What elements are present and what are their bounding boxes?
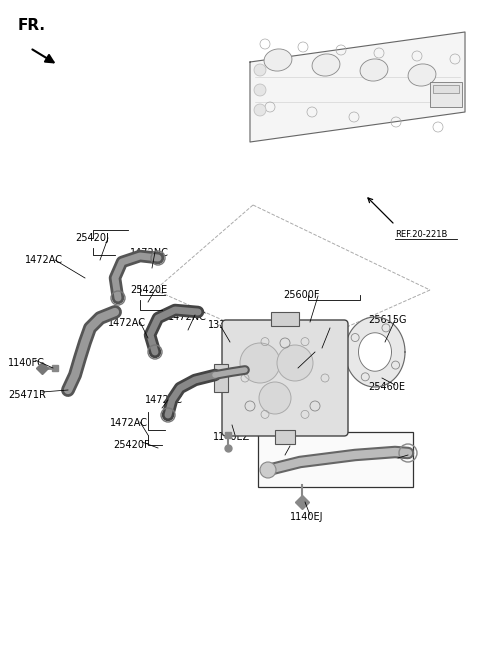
Text: 25460E: 25460E — [368, 382, 405, 392]
Text: 1338BA: 1338BA — [208, 320, 246, 330]
Text: 1472AC: 1472AC — [145, 395, 183, 405]
Polygon shape — [250, 32, 465, 142]
Bar — [430, 82, 462, 107]
Ellipse shape — [312, 54, 340, 76]
Text: 1140FC: 1140FC — [8, 358, 45, 368]
Text: 25420F: 25420F — [113, 440, 150, 450]
Bar — [275, 430, 295, 444]
Bar — [258, 432, 413, 487]
Text: 1140EZ: 1140EZ — [213, 432, 250, 442]
Bar — [271, 312, 299, 326]
Text: 1472AC: 1472AC — [25, 255, 63, 265]
Ellipse shape — [360, 59, 388, 81]
FancyBboxPatch shape — [222, 320, 348, 436]
Text: FR.: FR. — [18, 18, 46, 33]
Circle shape — [260, 462, 276, 478]
Text: 25600F: 25600F — [283, 290, 320, 300]
Bar — [433, 85, 459, 93]
Text: 1472AC: 1472AC — [108, 318, 146, 328]
Circle shape — [254, 104, 266, 116]
Circle shape — [254, 64, 266, 76]
Text: REF.20-221B: REF.20-221B — [395, 230, 447, 239]
Polygon shape — [345, 317, 405, 387]
Text: 1472AC: 1472AC — [110, 418, 148, 428]
Text: 25463G: 25463G — [375, 453, 413, 463]
Text: 97241: 97241 — [302, 325, 333, 335]
Circle shape — [277, 345, 313, 381]
Circle shape — [240, 343, 280, 383]
Polygon shape — [359, 332, 392, 371]
Circle shape — [259, 382, 291, 414]
Text: 25420E: 25420E — [130, 285, 167, 295]
Text: 1140EJ: 1140EJ — [290, 512, 324, 522]
Text: 25471R: 25471R — [8, 390, 46, 400]
Text: 25462B: 25462B — [263, 443, 301, 453]
Text: 39311A: 39311A — [290, 350, 327, 360]
Ellipse shape — [408, 64, 436, 86]
Ellipse shape — [264, 49, 292, 71]
Text: 1472NC: 1472NC — [130, 248, 169, 258]
Circle shape — [254, 84, 266, 96]
Text: 25420J: 25420J — [75, 233, 109, 243]
Text: 25615G: 25615G — [368, 315, 407, 325]
Text: 1472NC: 1472NC — [168, 312, 207, 322]
Bar — [214, 364, 228, 392]
